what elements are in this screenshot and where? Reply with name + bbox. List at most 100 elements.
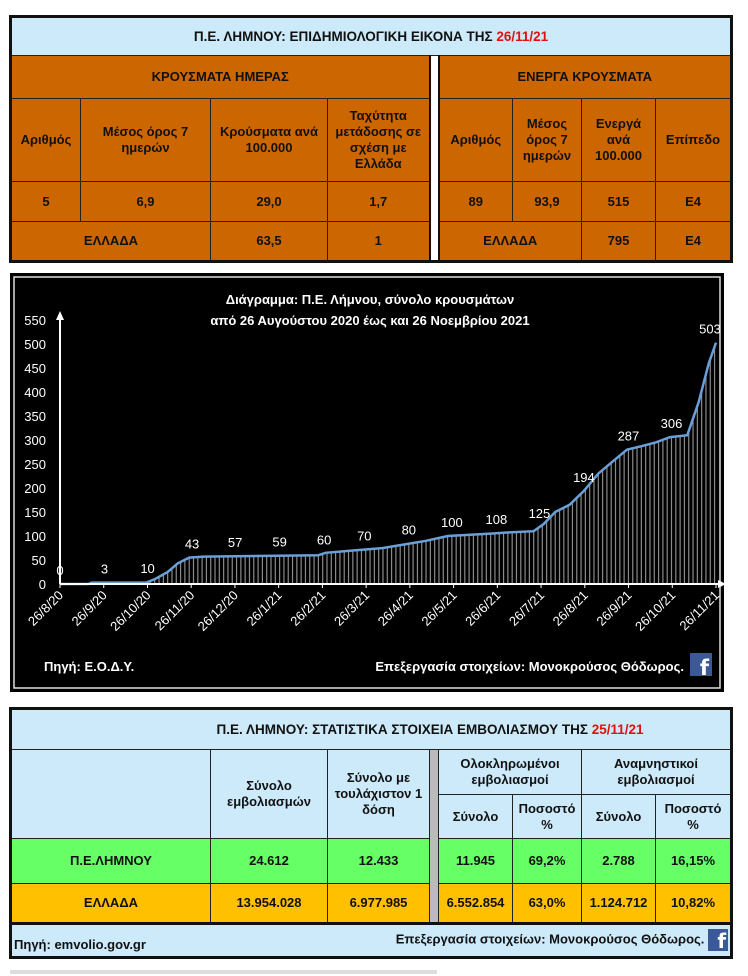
bar — [666, 438, 668, 584]
bar — [537, 528, 539, 584]
bar — [688, 431, 690, 584]
x-tick-label: 26/3/21 — [331, 588, 372, 629]
sub-total: Σύνολο — [581, 794, 656, 839]
chart-source: Πηγή: Ε.Ο.Δ.Υ. — [44, 659, 134, 674]
bar — [528, 531, 530, 584]
limnos-vac-row: Π.Ε.ΛΗΜΝΟΥ 24.612 12.433 11.945 69,2% 2.… — [10, 838, 733, 884]
cell: 10,82% — [654, 883, 733, 924]
bar — [515, 531, 518, 584]
bar — [610, 462, 612, 584]
epi-date: 26/11/21 — [496, 28, 549, 44]
bar — [546, 521, 548, 584]
bar — [446, 536, 449, 584]
x-tick-label: 26/12/20 — [195, 588, 241, 634]
data-label: 100 — [441, 515, 463, 530]
bar — [632, 448, 634, 584]
bar — [464, 535, 466, 584]
bar — [498, 533, 500, 584]
y-tick-label: 500 — [24, 337, 46, 352]
cell: 16,15% — [654, 838, 733, 884]
data-label: 59 — [272, 535, 286, 550]
bar — [662, 439, 664, 584]
cases-chart: Διάγραμμα: Π.Ε. Λήμνου, σύνολο κρουσμάτω… — [10, 273, 724, 692]
data-label: 503 — [699, 322, 721, 337]
col-one-dose: Σύνολο με τουλάχιστον 1 δόση — [327, 749, 430, 839]
bar — [713, 346, 716, 584]
bar — [558, 509, 561, 584]
bar — [210, 556, 212, 584]
bar — [636, 447, 638, 584]
epi-title: Π.Ε. ΛΗΜΝΟΥ: ΕΠΙΔΗΜΙΟΛΟΓΙΚΗ ΕΙΚΟΝΑ ΤΗΣ 2… — [9, 16, 733, 56]
col-header: Αριθμός — [10, 98, 81, 182]
data-label: 57 — [228, 535, 242, 550]
divider — [428, 55, 440, 262]
bar — [619, 455, 621, 584]
bar — [589, 483, 591, 584]
bar — [179, 561, 182, 584]
bar — [524, 531, 526, 584]
cell: 24.612 — [210, 838, 328, 884]
bar — [455, 535, 457, 584]
bar — [253, 555, 255, 584]
bar — [468, 534, 470, 584]
bar — [459, 535, 462, 584]
bar — [188, 557, 190, 584]
sub-pct: Ποσοστό % — [512, 794, 582, 839]
facebook-icon[interactable]: f — [690, 653, 712, 680]
bar — [313, 555, 315, 584]
bar — [171, 568, 173, 584]
bar — [580, 493, 582, 584]
divider — [429, 749, 439, 924]
bar — [696, 405, 698, 584]
bar — [645, 445, 647, 584]
facebook-icon[interactable]: f — [708, 928, 729, 953]
bar — [584, 489, 586, 584]
x-tick-label: 26/8/21 — [550, 588, 591, 629]
x-tick-label: 26/10/21 — [632, 588, 678, 634]
y-tick-label: 100 — [24, 529, 46, 544]
svg-text:f: f — [700, 656, 710, 680]
vac-title: Π.Ε. ΛΗΜΝΟΥ: ΣΤΑΤΙΣΤΙΚΑ ΣΤΟΙΧΕΙΑ ΕΜΒΟΛΙΑ… — [9, 708, 733, 750]
bar — [494, 533, 496, 584]
data-label: 80 — [402, 523, 416, 538]
bar — [386, 547, 388, 584]
bar — [567, 505, 569, 584]
y-tick-label: 200 — [24, 481, 46, 496]
data-label: 10 — [140, 561, 154, 576]
y-tick-label: 250 — [24, 457, 46, 472]
bar — [373, 548, 375, 584]
bar — [360, 549, 363, 584]
bar — [434, 538, 436, 584]
bar — [395, 545, 397, 584]
bar — [304, 555, 307, 584]
bar — [283, 555, 285, 584]
bar — [550, 516, 552, 584]
bar — [287, 555, 289, 584]
bar — [149, 580, 152, 584]
bar — [343, 551, 345, 584]
bar — [192, 557, 195, 584]
cell: 1.124.712 — [581, 883, 656, 924]
series-line — [60, 342, 718, 586]
bar — [657, 441, 660, 584]
y-tick-label: 450 — [24, 361, 46, 376]
vac-footer: Πηγή: emvolio.gov.gr Επεξεργασία στοιχεί… — [9, 922, 733, 958]
bar — [339, 551, 341, 584]
cell: 5 — [10, 181, 81, 222]
bar — [218, 556, 220, 584]
bar — [421, 541, 423, 584]
bar — [270, 555, 272, 584]
cell: 12.433 — [327, 838, 430, 884]
vac-date: 25/11/21 — [591, 721, 644, 737]
bar — [623, 452, 625, 584]
bar — [533, 531, 535, 584]
cell: 6.977.985 — [327, 883, 430, 924]
bar — [231, 556, 233, 584]
bar — [425, 540, 427, 584]
x-tick-label: 26/4/21 — [375, 588, 416, 629]
vac-credit: Επεξεργασία στοιχείων: Μονοκρούσος Θόδωρ… — [395, 930, 705, 946]
bar — [201, 556, 203, 584]
bar — [412, 542, 414, 584]
bar — [692, 418, 694, 584]
bar — [705, 374, 707, 584]
